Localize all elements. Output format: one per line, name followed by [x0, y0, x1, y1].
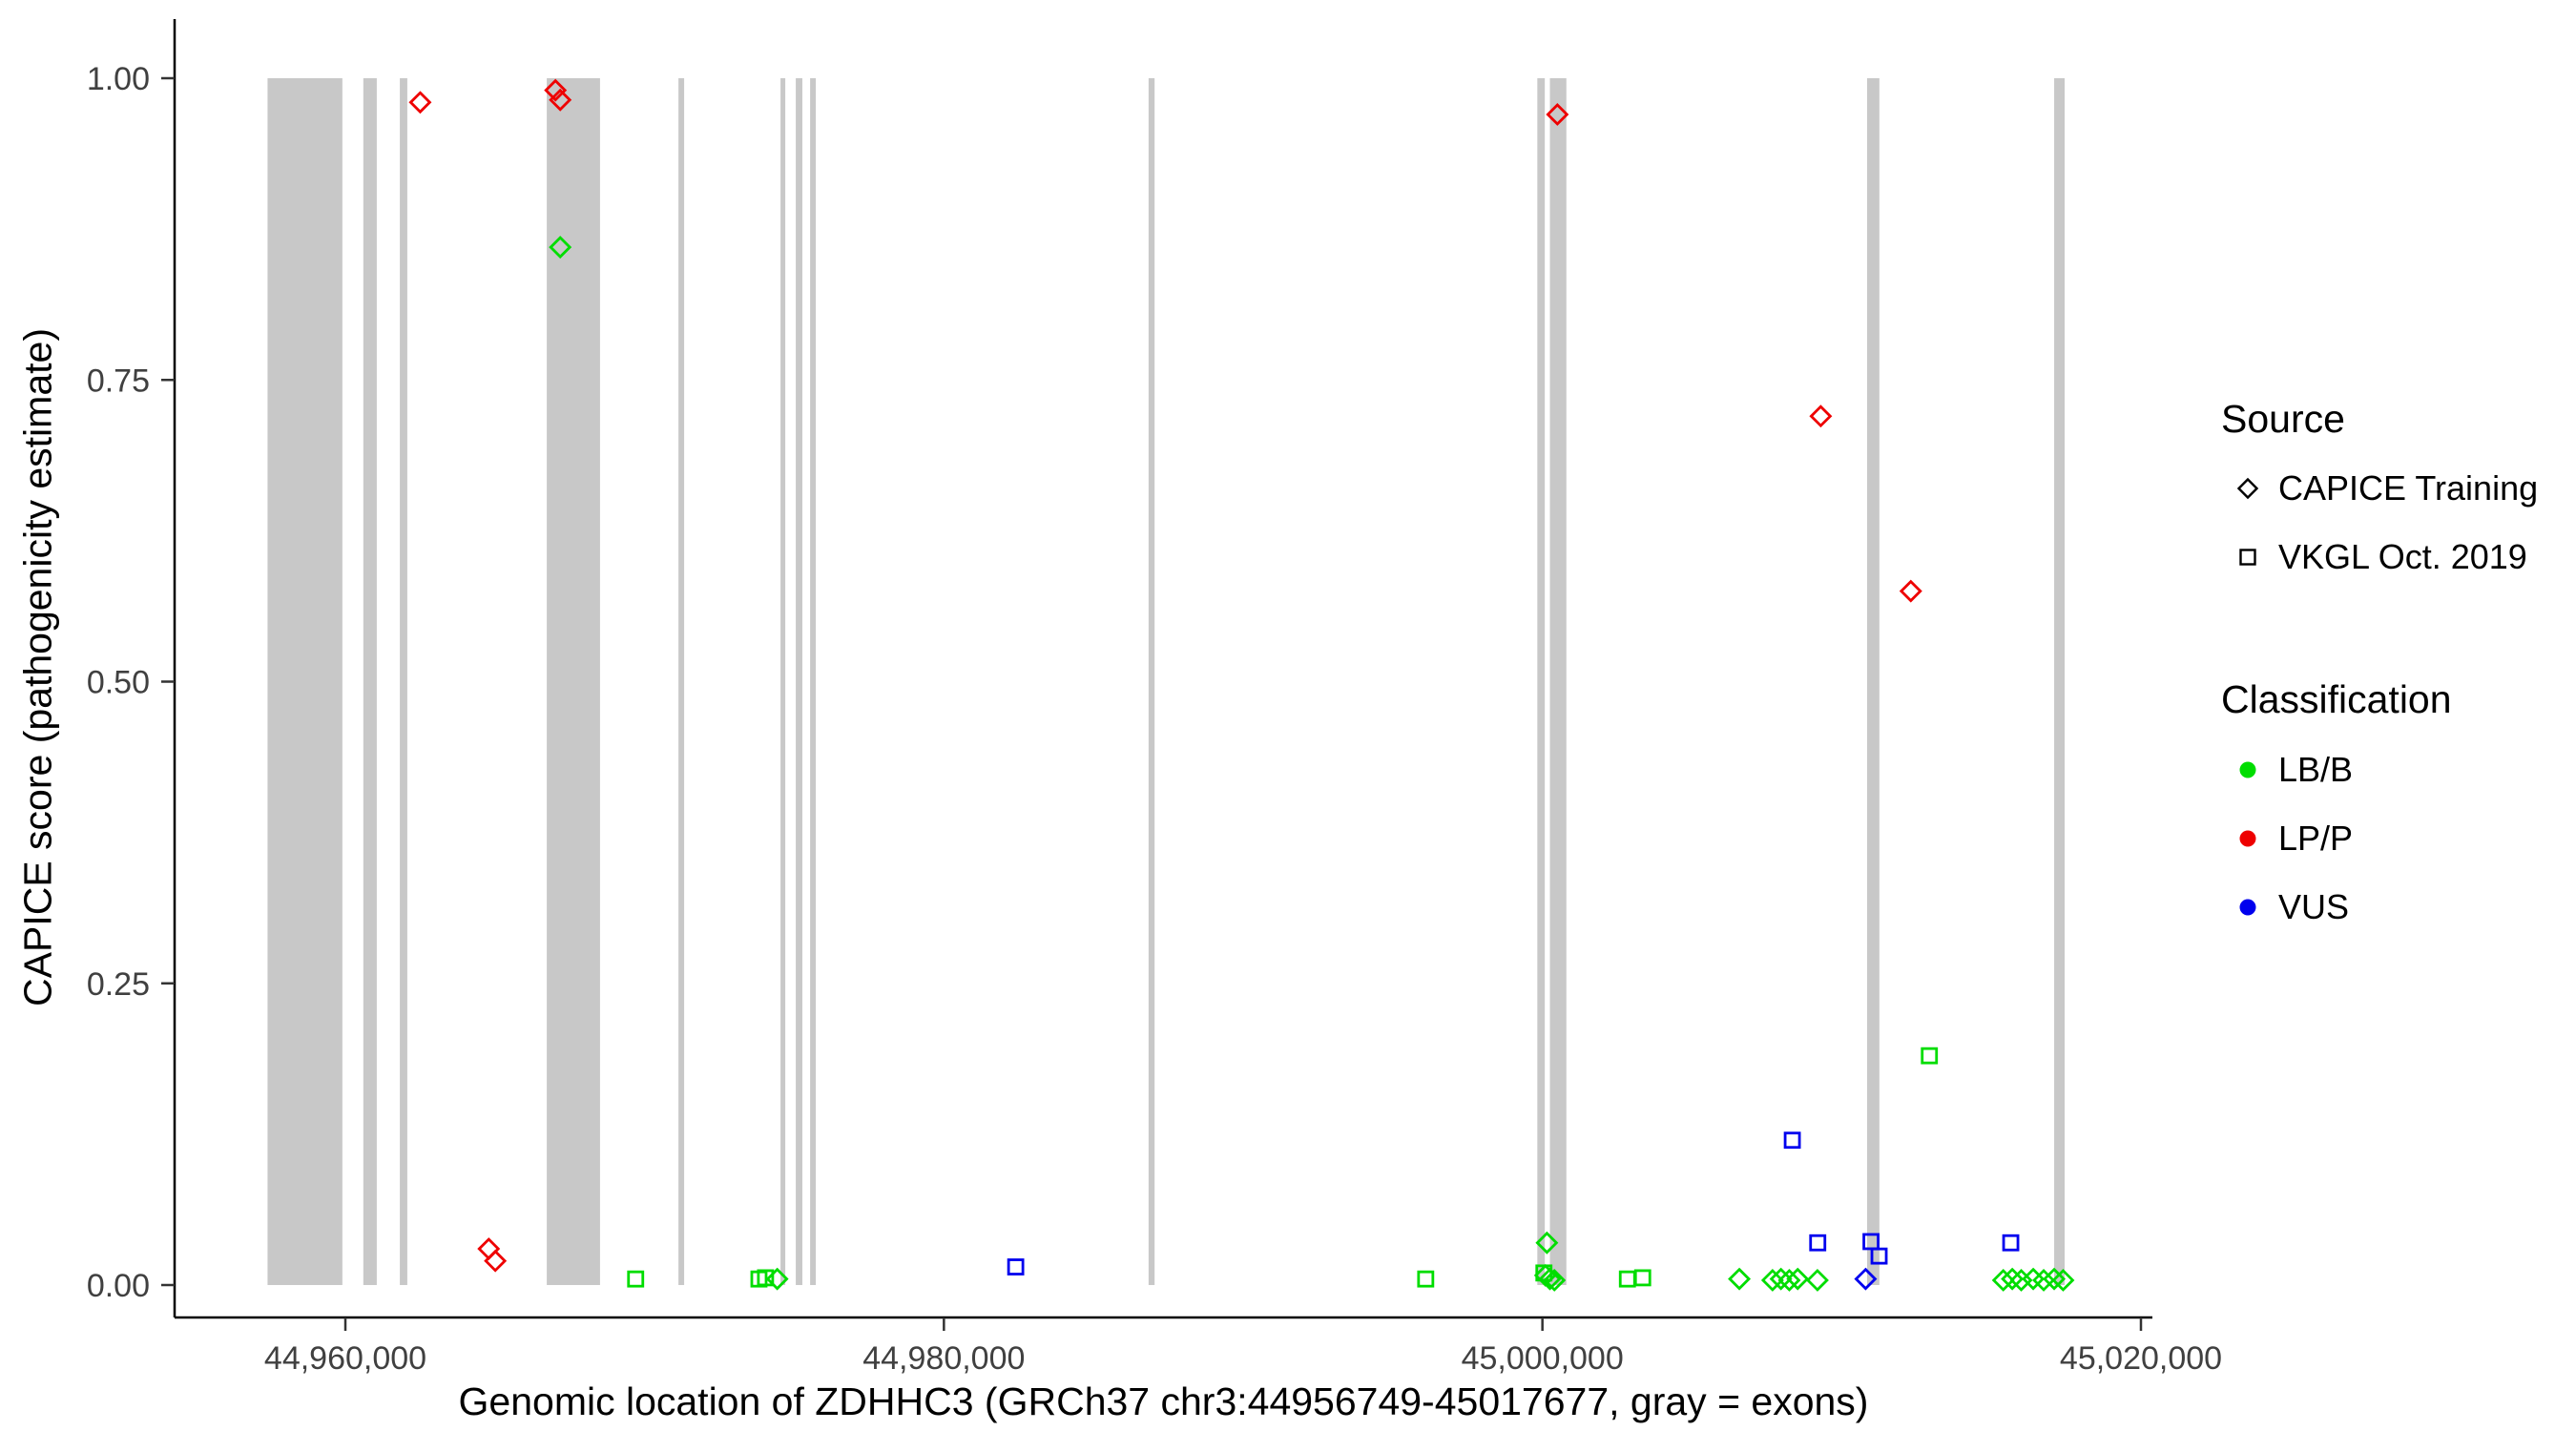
- red-circle-icon: [2239, 830, 2256, 847]
- exon-band: [780, 78, 786, 1285]
- data-point-diamond: [2043, 1267, 2067, 1291]
- data-point-square: [1007, 1258, 1025, 1275]
- data-point-diamond: [2009, 1268, 2033, 1292]
- data-point-square: [1921, 1047, 1939, 1065]
- exon-band: [1148, 78, 1155, 1285]
- legend-label-lbb: LB/B: [2278, 750, 2354, 789]
- exon-band: [678, 78, 685, 1285]
- data-point-diamond: [1899, 579, 1922, 603]
- x-axis-title: Genomic location of ZDHHC3 (GRCh37 chr3:…: [458, 1379, 1869, 1423]
- legend-label-vkgl: VKGL Oct. 2019: [2278, 537, 2527, 576]
- data-point-diamond: [408, 91, 432, 114]
- data-point-square: [1618, 1270, 1636, 1288]
- legend-label-capice-training: CAPICE Training: [2278, 468, 2539, 508]
- x-tick-label: 44,960,000: [264, 1340, 426, 1377]
- exon-band: [1537, 78, 1546, 1285]
- data-point-diamond: [2001, 1267, 2025, 1291]
- data-point-diamond: [549, 88, 572, 112]
- data-point-square: [1535, 1264, 1553, 1282]
- data-point-diamond: [1535, 1231, 1559, 1255]
- legend-item-vus: VUS: [2227, 884, 2349, 930]
- data-point-diamond: [1769, 1267, 1793, 1291]
- data-point-square: [757, 1269, 775, 1287]
- legend-item-lbb: LB/B: [2227, 747, 2353, 793]
- data-point-diamond: [2051, 1268, 2075, 1292]
- legend-classification-title: Classification: [2221, 677, 2452, 721]
- data-point-diamond: [1777, 1268, 1801, 1292]
- data-point-diamond: [1728, 1267, 1752, 1291]
- exon-band: [363, 78, 377, 1285]
- y-axis-title: CAPICE score (pathogenicity estimate): [15, 328, 60, 1006]
- legend: Source CAPICE Training VKGL Oct. 2019 Cl…: [2221, 0, 2576, 1431]
- y-tick-label: 0.00: [87, 1268, 150, 1304]
- data-point-diamond: [1546, 102, 1569, 126]
- legend-item-capice-training: CAPICE Training: [2227, 466, 2538, 511]
- exon-band: [796, 78, 802, 1285]
- data-point-square: [1633, 1269, 1652, 1287]
- x-tick-label: 44,980,000: [862, 1340, 1025, 1377]
- data-point-diamond: [1854, 1267, 1878, 1291]
- exon-band: [2054, 78, 2066, 1285]
- data-point-diamond: [765, 1267, 789, 1291]
- data-point-square: [1809, 1234, 1827, 1252]
- green-circle-icon: [2239, 761, 2256, 778]
- data-point-diamond: [1805, 1268, 1829, 1292]
- data-point-diamond: [549, 236, 572, 259]
- data-point-diamond: [484, 1249, 508, 1273]
- exon-band: [810, 78, 817, 1285]
- exon-band: [547, 78, 600, 1285]
- data-point-square: [627, 1270, 645, 1288]
- legend-source-title: Source: [2221, 397, 2345, 441]
- data-point-square: [1870, 1247, 1888, 1265]
- diamond-icon: [2236, 477, 2259, 500]
- legend-item-lpp: LP/P: [2227, 816, 2353, 861]
- data-point-diamond: [2032, 1268, 2056, 1292]
- exon-band: [400, 78, 407, 1285]
- data-point-diamond: [1786, 1267, 1810, 1291]
- data-point-diamond: [1809, 404, 1833, 428]
- y-tick-label: 0.75: [87, 363, 150, 399]
- y-tick-label: 1.00: [87, 61, 150, 97]
- legend-label-vus: VUS: [2278, 887, 2350, 926]
- data-point-diamond: [544, 78, 568, 102]
- data-point-square: [1417, 1270, 1435, 1288]
- data-point-diamond: [1543, 1268, 1567, 1292]
- legend-item-vkgl: VKGL Oct. 2019: [2227, 534, 2527, 580]
- data-point-diamond: [1991, 1268, 2015, 1292]
- data-point-square: [2002, 1234, 2020, 1252]
- x-tick-label: 45,020,000: [2060, 1340, 2222, 1377]
- data-point-diamond: [477, 1237, 501, 1261]
- exon-band: [1549, 78, 1567, 1285]
- blue-circle-icon: [2239, 899, 2256, 916]
- data-point-diamond: [1760, 1268, 1784, 1292]
- x-tick-label: 45,000,000: [1462, 1340, 1624, 1377]
- data-point-square: [1783, 1131, 1801, 1150]
- y-tick-label: 0.50: [87, 665, 150, 701]
- square-icon: [2239, 549, 2256, 566]
- legend-label-lpp: LP/P: [2278, 819, 2354, 858]
- y-tick-label: 0.25: [87, 966, 150, 1003]
- exon-band: [267, 78, 343, 1285]
- exon-band: [1866, 78, 1880, 1285]
- data-point-diamond: [1538, 1267, 1562, 1291]
